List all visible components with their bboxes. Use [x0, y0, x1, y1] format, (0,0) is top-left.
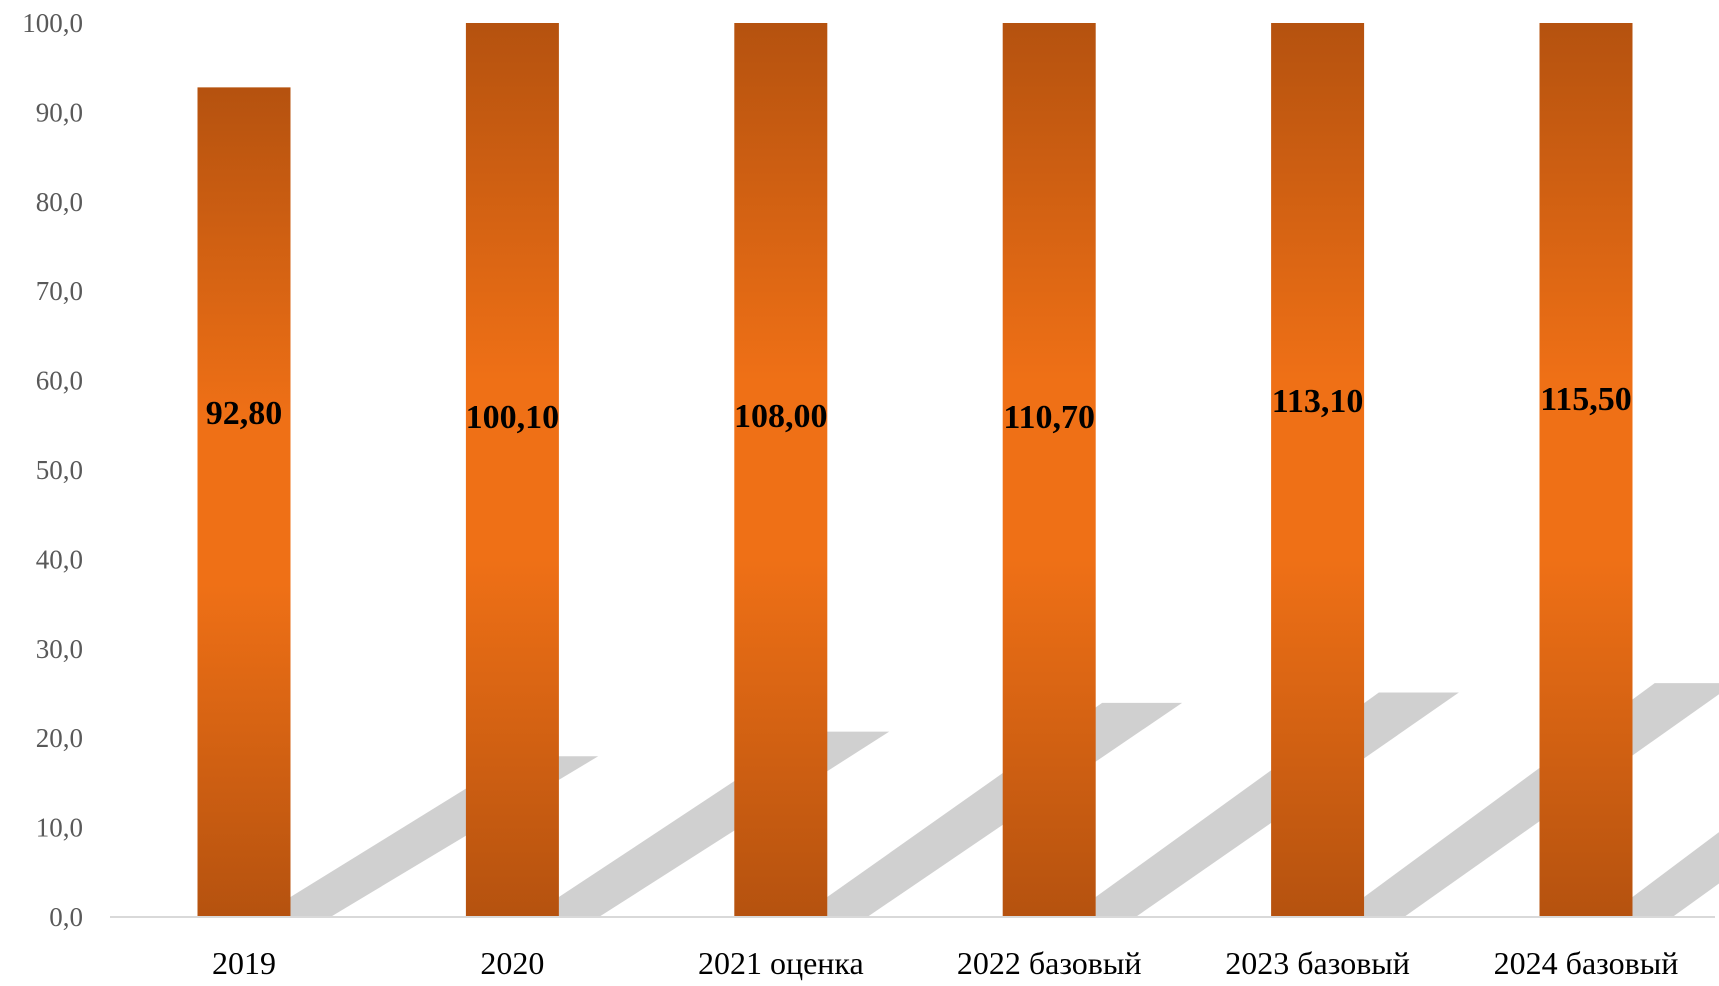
y-tick-label: 50,0 — [36, 455, 83, 485]
bar — [734, 23, 827, 917]
y-tick-label: 60,0 — [36, 366, 83, 396]
data-labels: 92,80 100,10 108,00 110,70 113,10 115,50 — [206, 381, 1632, 436]
bar-data-label: 110,70 — [1003, 399, 1095, 436]
bar — [1271, 23, 1364, 917]
x-category-label: 2023 базовый — [1225, 945, 1410, 981]
x-category-label: 2024 базовый — [1494, 945, 1679, 981]
y-tick-label: 80,0 — [36, 187, 83, 217]
bar — [466, 23, 559, 917]
bar — [1540, 23, 1633, 917]
x-category-label: 2020 — [480, 945, 544, 981]
category-labels: 2019 2020 2021 оценка 2022 базовый 2023 базо… — [212, 945, 1678, 981]
y-axis-tick-labels: 0,0 10,0 20,0 30,0 40,0 50,0 60,0 70,0 80,0 90,0 1… — [22, 8, 83, 932]
bars — [198, 23, 1633, 917]
bar-data-label: 108,00 — [734, 398, 828, 435]
y-tick-label: 30,0 — [36, 634, 83, 664]
bar-data-label: 100,10 — [466, 399, 560, 436]
bar-data-label: 115,50 — [1540, 381, 1632, 418]
y-tick-label: 0,0 — [49, 902, 83, 932]
y-tick-label: 20,0 — [36, 723, 83, 753]
y-tick-label: 70,0 — [36, 276, 83, 306]
bar — [198, 87, 291, 917]
x-category-label: 2021 оценка — [698, 945, 864, 981]
x-category-label: 2022 базовый — [957, 945, 1142, 981]
y-tick-label: 40,0 — [36, 544, 83, 574]
bar — [1003, 23, 1096, 917]
y-tick-label: 100,0 — [22, 8, 83, 38]
y-tick-label: 10,0 — [36, 813, 83, 843]
x-category-label: 2019 — [212, 945, 276, 981]
bar-data-label: 113,10 — [1272, 383, 1364, 420]
bar-data-label: 92,80 — [206, 395, 283, 432]
y-tick-label: 90,0 — [36, 97, 83, 127]
